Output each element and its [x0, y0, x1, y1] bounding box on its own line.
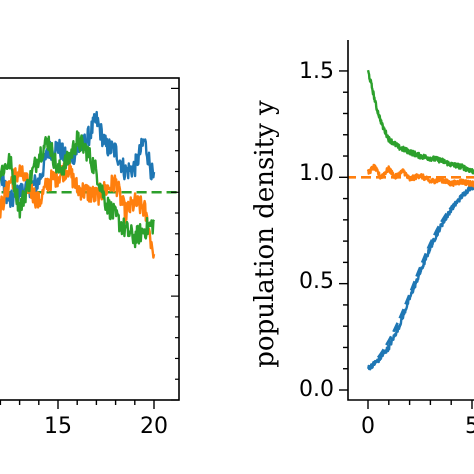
left-panel: 15 20	[0, 77, 180, 439]
left-series-group	[0, 110, 179, 259]
right-panel: 1.5 1.0 0.5 0.0 0 5 population density y	[250, 40, 474, 439]
right-ytick-label-0.5: 0.5	[299, 269, 334, 294]
left-ticks	[0, 87, 179, 409]
left-series-line-2	[0, 130, 156, 249]
right-ytick-label-1.0: 1.0	[299, 161, 334, 186]
right-series-group	[348, 69, 474, 371]
right-ytick-label-1.5: 1.5	[299, 59, 334, 84]
right-series-line-0	[367, 181, 474, 371]
right-ylabel: population density y	[250, 100, 280, 368]
left-xtick-label-15: 15	[44, 414, 72, 439]
right-xtick-label-0: 0	[361, 414, 375, 439]
right-reference-line-1	[367, 187, 474, 370]
right-ticks	[339, 70, 473, 409]
right-xtick-label-5: 5	[465, 414, 474, 439]
right-series-line-1	[366, 163, 474, 188]
left-axes-frame	[0, 77, 180, 401]
right-axes-frame	[347, 40, 474, 401]
right-series-line-2	[366, 69, 474, 175]
right-ytick-label-0.0: 0.0	[299, 377, 334, 402]
left-series-line-1	[0, 160, 156, 259]
left-xtick-label-20: 20	[140, 414, 168, 439]
